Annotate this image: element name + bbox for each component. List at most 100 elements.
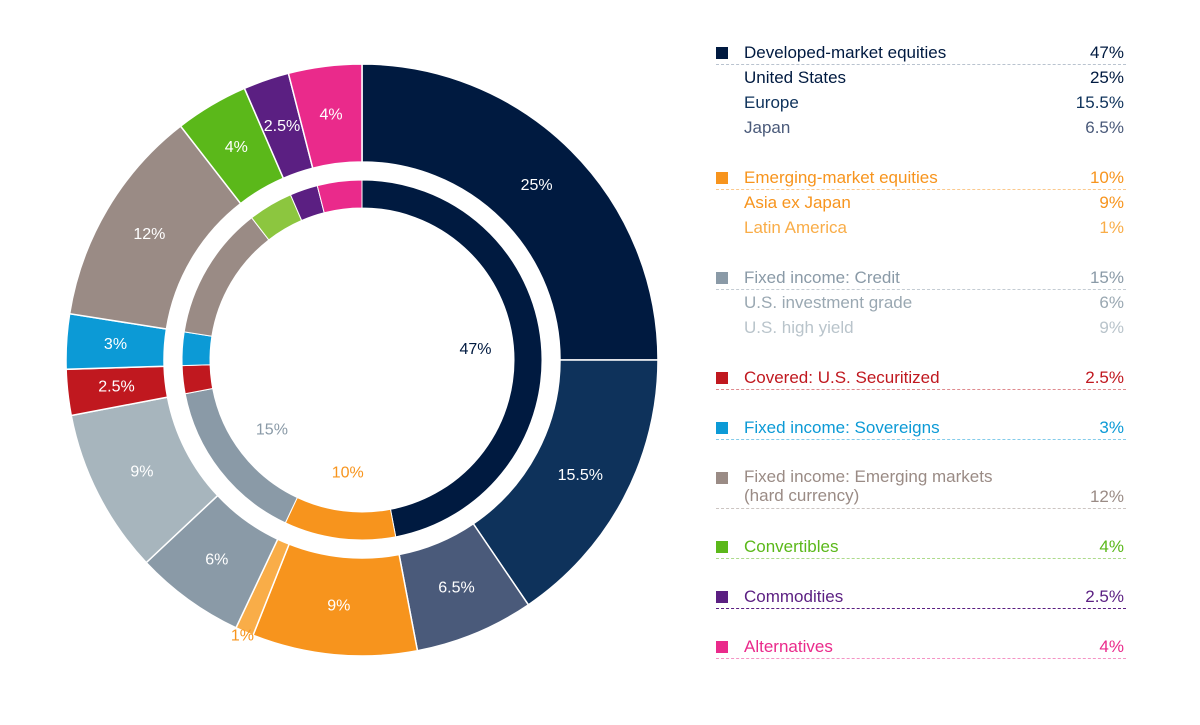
legend-value: 2.5%	[1085, 587, 1124, 606]
legend-subitem: U.S. high yield 9%	[716, 315, 1126, 340]
legend-swatch	[716, 172, 728, 184]
outer-label-u-s-high-yield: 9%	[130, 464, 153, 481]
outer-label-japan: 6.5%	[438, 580, 474, 597]
inner-slice-alternatives	[316, 179, 363, 214]
nested-donut-chart: 25% 15.5% 6.5% 9% 1% 6% 9% 2.5% 3% 12% 4% 2.5% 4% 47%…	[65, 63, 659, 657]
legend-value: 4%	[1099, 537, 1124, 556]
inner-slice-emerging-market-equities	[284, 496, 397, 541]
outer-label-fixed-income-emerging-markets-hard-currency: 12%	[133, 226, 165, 243]
legend-value: 12%	[1089, 487, 1124, 506]
legend-item: Emerging-market equities 10%	[716, 165, 1126, 190]
legend-item: Convertibles 4%	[716, 534, 1126, 559]
legend-subitem: Asia ex Japan 9%	[716, 190, 1126, 215]
legend-subitem: U.S. investment grade 6%	[716, 290, 1126, 315]
legend-label: Alternatives	[744, 637, 833, 656]
legend-divider	[716, 189, 1126, 190]
inner-label-fixed-income-credit: 15%	[256, 421, 288, 438]
outer-label-covered-u-s-securitized: 2.5%	[98, 379, 134, 396]
legend-value: 6%	[1099, 293, 1124, 312]
legend-swatch	[716, 47, 728, 59]
legend-swatch	[716, 541, 728, 553]
legend-label: Covered: U.S. Securitized	[744, 368, 940, 387]
legend-swatch	[716, 472, 728, 484]
inner-label-emerging-market-equities: 10%	[332, 465, 364, 482]
legend-divider	[716, 508, 1126, 509]
legend-swatch	[716, 422, 728, 434]
slice-labels: 25% 15.5% 6.5% 9% 1% 6% 9% 2.5% 3% 12% 4% 2.5% 4% 47%…	[98, 106, 603, 644]
legend-label: U.S. investment grade	[744, 293, 913, 312]
legend-label: Emerging-market equities	[744, 168, 938, 187]
legend: Developed-market equities 47% United State…	[716, 40, 1126, 659]
legend-subitem: Japan 6.5%	[716, 115, 1126, 140]
legend-value: 3%	[1099, 418, 1124, 437]
legend-value: 47%	[1089, 43, 1124, 62]
legend-item: Fixed income: Credit 15%	[716, 265, 1126, 290]
legend-label: United States	[744, 68, 847, 87]
legend-value: 2.5%	[1085, 368, 1124, 387]
legend-group-covered-u-s-securitized: Covered: U.S. Securitized 2.5%	[716, 365, 1126, 390]
legend-subitem: Latin America 1%	[716, 215, 1126, 240]
legend-label: Commodities	[744, 587, 844, 606]
outer-label-europe: 15.5%	[558, 467, 603, 484]
legend-item: Alternatives 4%	[716, 634, 1126, 659]
legend-value: 15.5%	[1075, 93, 1124, 112]
legend-label: Asia ex Japan	[744, 193, 851, 212]
legend-label: Japan	[744, 118, 791, 137]
legend-swatch	[716, 591, 728, 603]
legend-divider	[716, 658, 1126, 659]
outer-slice-alternatives	[287, 63, 363, 170]
inner-slice-fixed-income-sovereigns	[181, 331, 213, 367]
outer-label-fixed-income-sovereigns: 3%	[104, 336, 127, 353]
legend-value: 9%	[1099, 193, 1124, 212]
legend-subitem: United States 25%	[716, 65, 1126, 90]
outer-slice-united-states	[361, 63, 659, 361]
legend-label: Fixed income: Sovereigns	[744, 418, 940, 437]
legend-swatch	[716, 641, 728, 653]
outer-label-commodities: 2.5%	[264, 118, 300, 135]
legend-group-alternatives: Alternatives 4%	[716, 634, 1126, 659]
legend-value: 1%	[1099, 218, 1124, 237]
legend-group-convertibles: Convertibles 4%	[716, 534, 1126, 559]
legend-label: U.S. high yield	[744, 318, 854, 337]
legend-group-fixed-income-emerging-markets: Fixed income: Emerging markets (hard curr…	[716, 465, 1126, 509]
outer-label-convertibles: 4%	[225, 139, 248, 156]
legend-divider	[716, 439, 1126, 440]
legend-divider	[716, 608, 1126, 609]
legend-value: 6.5%	[1085, 118, 1124, 137]
legend-group-fixed-income-credit: Fixed income: Credit 15% U.S. investment g…	[716, 265, 1126, 340]
legend-label: Europe	[744, 93, 799, 112]
legend-divider	[716, 558, 1126, 559]
legend-swatch	[716, 272, 728, 284]
inner-ring	[181, 179, 543, 541]
legend-label: Developed-market equities	[744, 43, 947, 62]
legend-item: Fixed income: Emerging markets (hard curr…	[716, 465, 1126, 509]
outer-label-u-s-investment-grade: 6%	[205, 551, 228, 568]
legend-item: Covered: U.S. Securitized 2.5%	[716, 365, 1126, 390]
outer-label-alternatives: 4%	[319, 106, 342, 123]
legend-divider	[716, 389, 1126, 390]
outer-label-united-states: 25%	[521, 177, 553, 194]
legend-item: Developed-market equities 47%	[716, 40, 1126, 65]
outer-ring	[65, 63, 659, 657]
legend-subitem: Europe 15.5%	[716, 90, 1126, 115]
legend-group-developed-market-equities: Developed-market equities 47% United State…	[716, 40, 1126, 140]
legend-value: 4%	[1099, 637, 1124, 656]
legend-value: 9%	[1099, 318, 1124, 337]
legend-value: 25%	[1089, 68, 1124, 87]
inner-label-developed-market-equities: 47%	[459, 341, 491, 358]
outer-label-asia-ex-japan: 9%	[327, 597, 350, 614]
legend-group-commodities: Commodities 2.5%	[716, 584, 1126, 609]
inner-slice-developed-market-equities	[361, 179, 543, 538]
legend-divider	[716, 64, 1126, 65]
legend-label: Convertibles	[744, 537, 839, 556]
legend-value: 10%	[1089, 168, 1124, 187]
legend-group-emerging-market-equities: Emerging-market equities 10% Asia ex Japan…	[716, 165, 1126, 240]
legend-label: Fixed income: Emerging markets (hard curr…	[744, 467, 993, 505]
legend-value: 15%	[1089, 268, 1124, 287]
legend-item: Fixed income: Sovereigns 3%	[716, 415, 1126, 440]
legend-label: Fixed income: Credit	[744, 268, 900, 287]
legend-group-fixed-income-sovereigns: Fixed income: Sovereigns 3%	[716, 415, 1126, 440]
legend-divider	[716, 289, 1126, 290]
legend-item: Commodities 2.5%	[716, 584, 1126, 609]
legend-label: Latin America	[744, 218, 847, 237]
